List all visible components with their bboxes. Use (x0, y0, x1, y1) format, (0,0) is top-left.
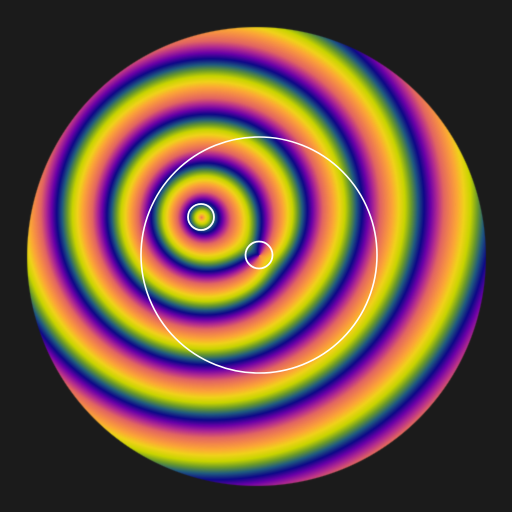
small-ring-marker-left (187, 203, 215, 231)
outer-ring-marker (140, 136, 378, 374)
small-ring-marker-center (244, 240, 274, 270)
